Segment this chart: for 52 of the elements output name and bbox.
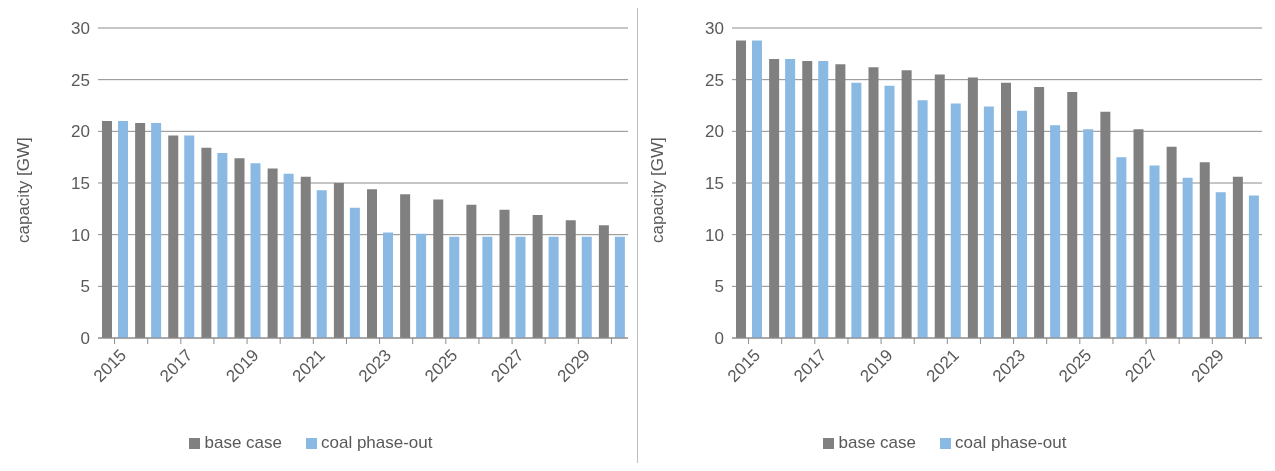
bar <box>1182 177 1193 338</box>
bar <box>383 232 393 338</box>
y-tick-label: 15 <box>705 174 724 194</box>
y-tick-label: 5 <box>80 277 90 297</box>
bar <box>614 236 625 338</box>
y-tick-label: 0 <box>714 329 724 349</box>
bar <box>1149 165 1160 338</box>
bar <box>217 153 228 338</box>
bar <box>316 190 327 338</box>
bar <box>1050 125 1061 338</box>
bar <box>151 123 162 338</box>
bar <box>449 236 460 338</box>
bar <box>416 233 427 338</box>
bar <box>884 85 895 338</box>
y-tick-label: 30 <box>705 19 724 39</box>
bar <box>917 100 928 338</box>
bar <box>283 173 294 338</box>
y-axis-title: capacity [GW] <box>648 137 668 243</box>
bar <box>184 135 195 338</box>
bar <box>752 40 762 338</box>
bar <box>482 236 493 338</box>
bar <box>785 59 796 338</box>
bar <box>118 121 128 338</box>
y-tick-label: 10 <box>705 225 724 245</box>
bar <box>851 82 862 338</box>
y-tick-label: 5 <box>714 277 724 297</box>
legend-label: coal phase-out <box>954 433 1067 452</box>
bar <box>950 103 961 338</box>
bar <box>250 163 261 338</box>
bar <box>1116 157 1127 338</box>
y-axis-title: capacity [GW] <box>14 137 34 243</box>
legend-label: base case <box>838 433 916 452</box>
y-tick-label: 20 <box>71 122 90 142</box>
bar <box>349 207 360 338</box>
y-tick-label: 25 <box>71 70 90 90</box>
bar <box>818 61 829 338</box>
y-tick-label: 0 <box>80 329 90 349</box>
bar <box>983 106 994 338</box>
bar <box>1248 195 1259 338</box>
y-tick-label: 10 <box>71 225 90 245</box>
legend-label: base case <box>204 433 282 452</box>
y-tick-label: 30 <box>71 19 90 39</box>
y-tick-label: 15 <box>71 174 90 194</box>
legend-label: coal phase-out <box>320 433 433 452</box>
y-tick-label: 25 <box>705 70 724 90</box>
bar <box>1083 129 1094 338</box>
bar <box>581 236 592 338</box>
bar <box>1215 192 1226 338</box>
bar <box>515 236 526 338</box>
bar <box>548 236 559 338</box>
bar <box>1017 110 1027 338</box>
y-tick-label: 20 <box>705 122 724 142</box>
